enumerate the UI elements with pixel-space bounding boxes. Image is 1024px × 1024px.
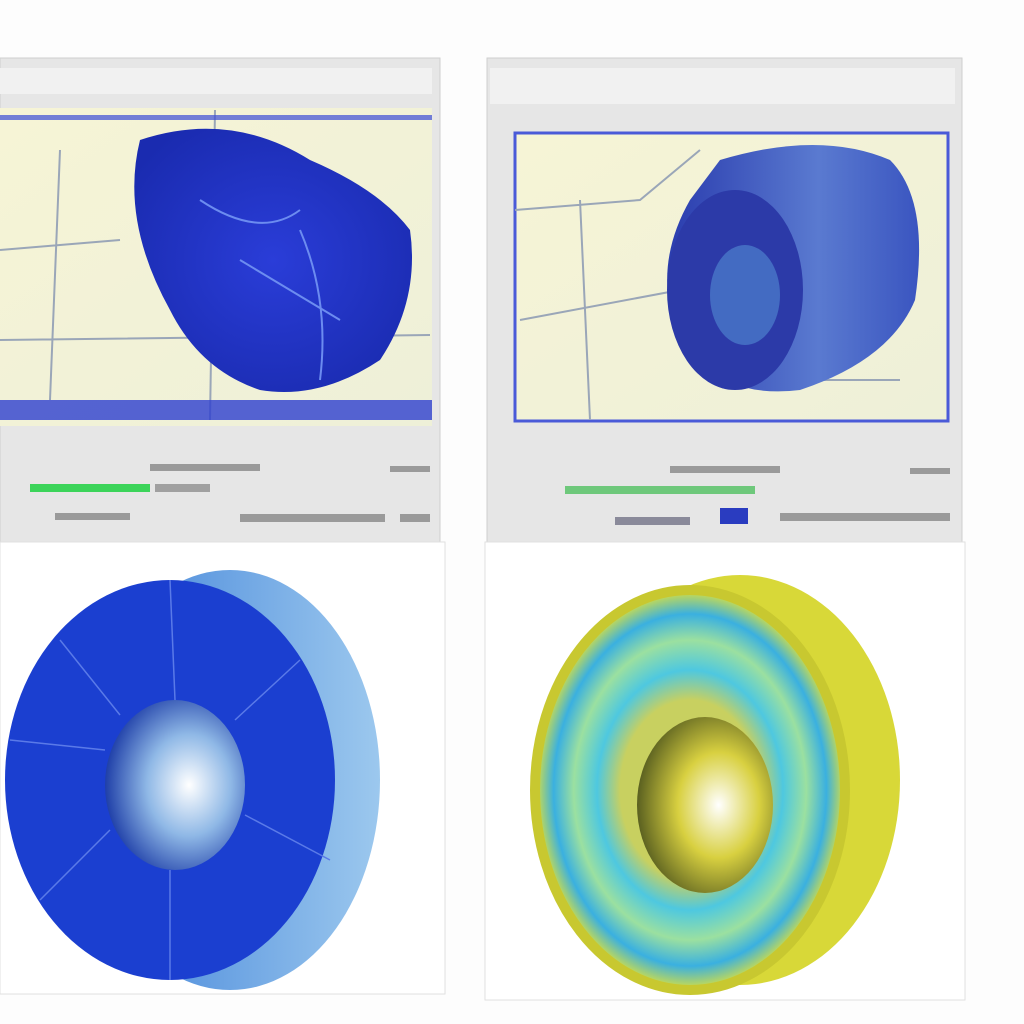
status-text bbox=[155, 484, 210, 492]
result-card bbox=[0, 541, 446, 995]
progress-bar bbox=[565, 486, 755, 494]
toolbar bbox=[490, 68, 955, 104]
status-text bbox=[910, 468, 950, 474]
toolbar bbox=[0, 68, 432, 94]
status-text bbox=[615, 517, 690, 525]
progress-bar bbox=[30, 484, 150, 492]
viewport-border bbox=[0, 115, 432, 120]
status-text bbox=[240, 514, 385, 522]
model-edges bbox=[199, 199, 341, 381]
status-text bbox=[780, 513, 950, 521]
status-text bbox=[400, 514, 430, 522]
viewer-panel bbox=[486, 57, 963, 543]
ring-hole bbox=[637, 717, 773, 893]
model-core bbox=[710, 245, 780, 345]
viewer-panel bbox=[0, 57, 441, 543]
status-text bbox=[55, 513, 130, 520]
model-blob bbox=[134, 128, 412, 392]
status-text bbox=[390, 466, 430, 472]
ring-hole bbox=[105, 700, 245, 870]
mesh-lines bbox=[514, 149, 900, 421]
viewport-border bbox=[0, 400, 432, 420]
ring-segments bbox=[9, 579, 331, 980]
result-card bbox=[484, 541, 966, 1001]
status-text bbox=[150, 464, 260, 471]
color-swatch bbox=[720, 508, 748, 524]
status-text bbox=[670, 466, 780, 473]
